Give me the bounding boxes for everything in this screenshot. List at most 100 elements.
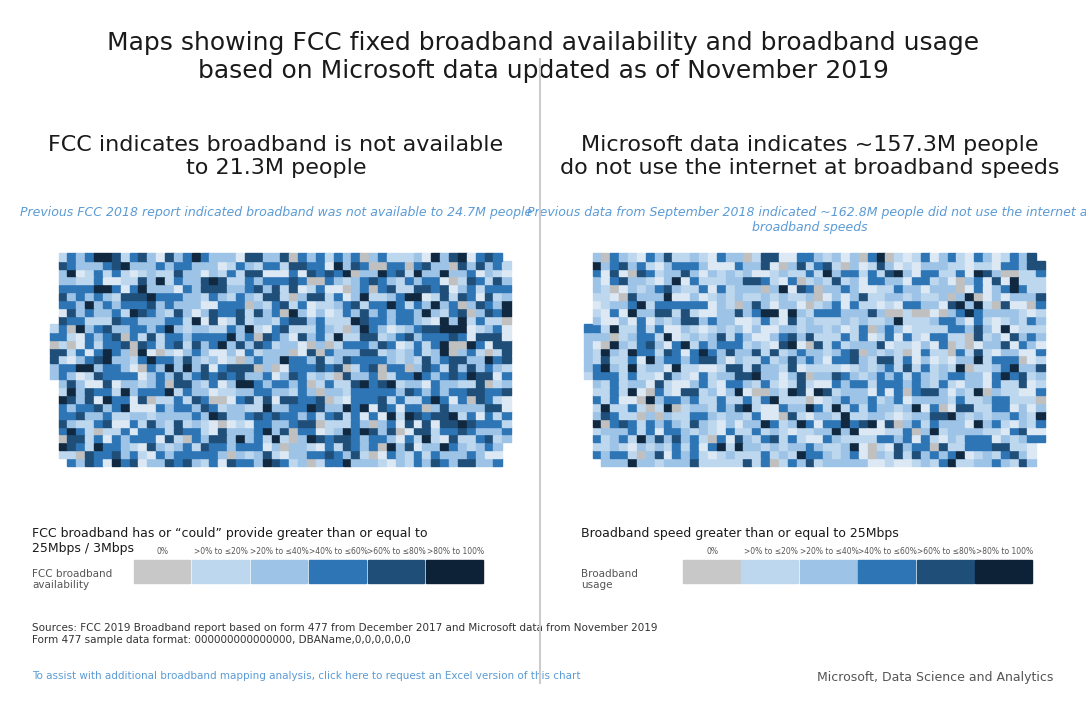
Bar: [583, 340, 592, 348]
FancyBboxPatch shape: [134, 560, 190, 583]
Bar: [59, 419, 67, 426]
Bar: [832, 443, 841, 450]
Bar: [378, 269, 387, 276]
Bar: [797, 395, 806, 403]
Text: 0%: 0%: [706, 547, 718, 557]
Bar: [484, 403, 493, 410]
Bar: [699, 300, 708, 308]
Bar: [174, 419, 182, 426]
Bar: [868, 364, 876, 372]
Bar: [983, 253, 992, 261]
Bar: [636, 379, 645, 387]
Bar: [484, 427, 493, 434]
Bar: [806, 403, 814, 410]
Bar: [422, 435, 431, 442]
Bar: [779, 316, 787, 324]
Bar: [664, 435, 672, 442]
Bar: [493, 451, 502, 458]
Bar: [405, 411, 414, 418]
Bar: [850, 435, 859, 442]
Bar: [387, 276, 395, 284]
Bar: [1010, 276, 1019, 284]
Bar: [272, 300, 280, 308]
Bar: [210, 395, 218, 403]
Bar: [210, 300, 218, 308]
Bar: [779, 308, 787, 316]
Bar: [992, 269, 1000, 276]
Bar: [342, 411, 351, 418]
Bar: [148, 364, 156, 372]
Bar: [912, 253, 921, 261]
Bar: [263, 379, 272, 387]
Bar: [361, 284, 369, 292]
Bar: [930, 269, 938, 276]
Bar: [440, 451, 449, 458]
Bar: [610, 379, 619, 387]
Bar: [280, 372, 289, 379]
Bar: [921, 261, 930, 269]
Bar: [307, 261, 316, 269]
Bar: [744, 451, 752, 458]
Bar: [174, 372, 182, 379]
Bar: [708, 451, 717, 458]
Bar: [458, 427, 467, 434]
Bar: [876, 308, 885, 316]
Bar: [602, 253, 610, 261]
Bar: [422, 459, 431, 466]
Bar: [138, 253, 147, 261]
Bar: [103, 435, 112, 442]
Bar: [610, 332, 619, 340]
Bar: [672, 443, 681, 450]
Bar: [342, 340, 351, 348]
Bar: [458, 459, 467, 466]
Bar: [272, 451, 280, 458]
Bar: [948, 308, 956, 316]
Bar: [422, 356, 431, 364]
Bar: [450, 403, 457, 410]
Bar: [841, 419, 849, 426]
Bar: [974, 372, 983, 379]
Bar: [484, 411, 493, 418]
Bar: [681, 419, 690, 426]
Bar: [965, 427, 974, 434]
Bar: [307, 443, 316, 450]
Bar: [806, 276, 814, 284]
Bar: [431, 403, 440, 410]
Bar: [414, 427, 422, 434]
Bar: [725, 403, 734, 410]
Bar: [1036, 284, 1045, 292]
Bar: [325, 372, 333, 379]
Bar: [414, 403, 422, 410]
Bar: [254, 332, 263, 340]
Bar: [103, 356, 112, 364]
Bar: [938, 284, 947, 292]
Bar: [744, 292, 752, 300]
Bar: [1027, 459, 1036, 466]
Bar: [636, 372, 645, 379]
Bar: [76, 348, 85, 356]
Bar: [50, 348, 59, 356]
Bar: [289, 356, 298, 364]
Bar: [467, 459, 476, 466]
Bar: [655, 292, 664, 300]
Bar: [761, 435, 770, 442]
Bar: [806, 379, 814, 387]
Bar: [779, 292, 787, 300]
Bar: [583, 372, 592, 379]
Bar: [779, 403, 787, 410]
Bar: [333, 372, 342, 379]
Bar: [610, 459, 619, 466]
Bar: [148, 348, 156, 356]
Bar: [361, 372, 369, 379]
Bar: [708, 411, 717, 418]
Bar: [957, 348, 965, 356]
Bar: [814, 356, 823, 364]
Bar: [744, 253, 752, 261]
Bar: [664, 324, 672, 332]
Bar: [823, 316, 832, 324]
Bar: [112, 379, 121, 387]
Bar: [628, 411, 636, 418]
Bar: [1010, 284, 1019, 292]
Bar: [289, 276, 298, 284]
Bar: [467, 284, 476, 292]
